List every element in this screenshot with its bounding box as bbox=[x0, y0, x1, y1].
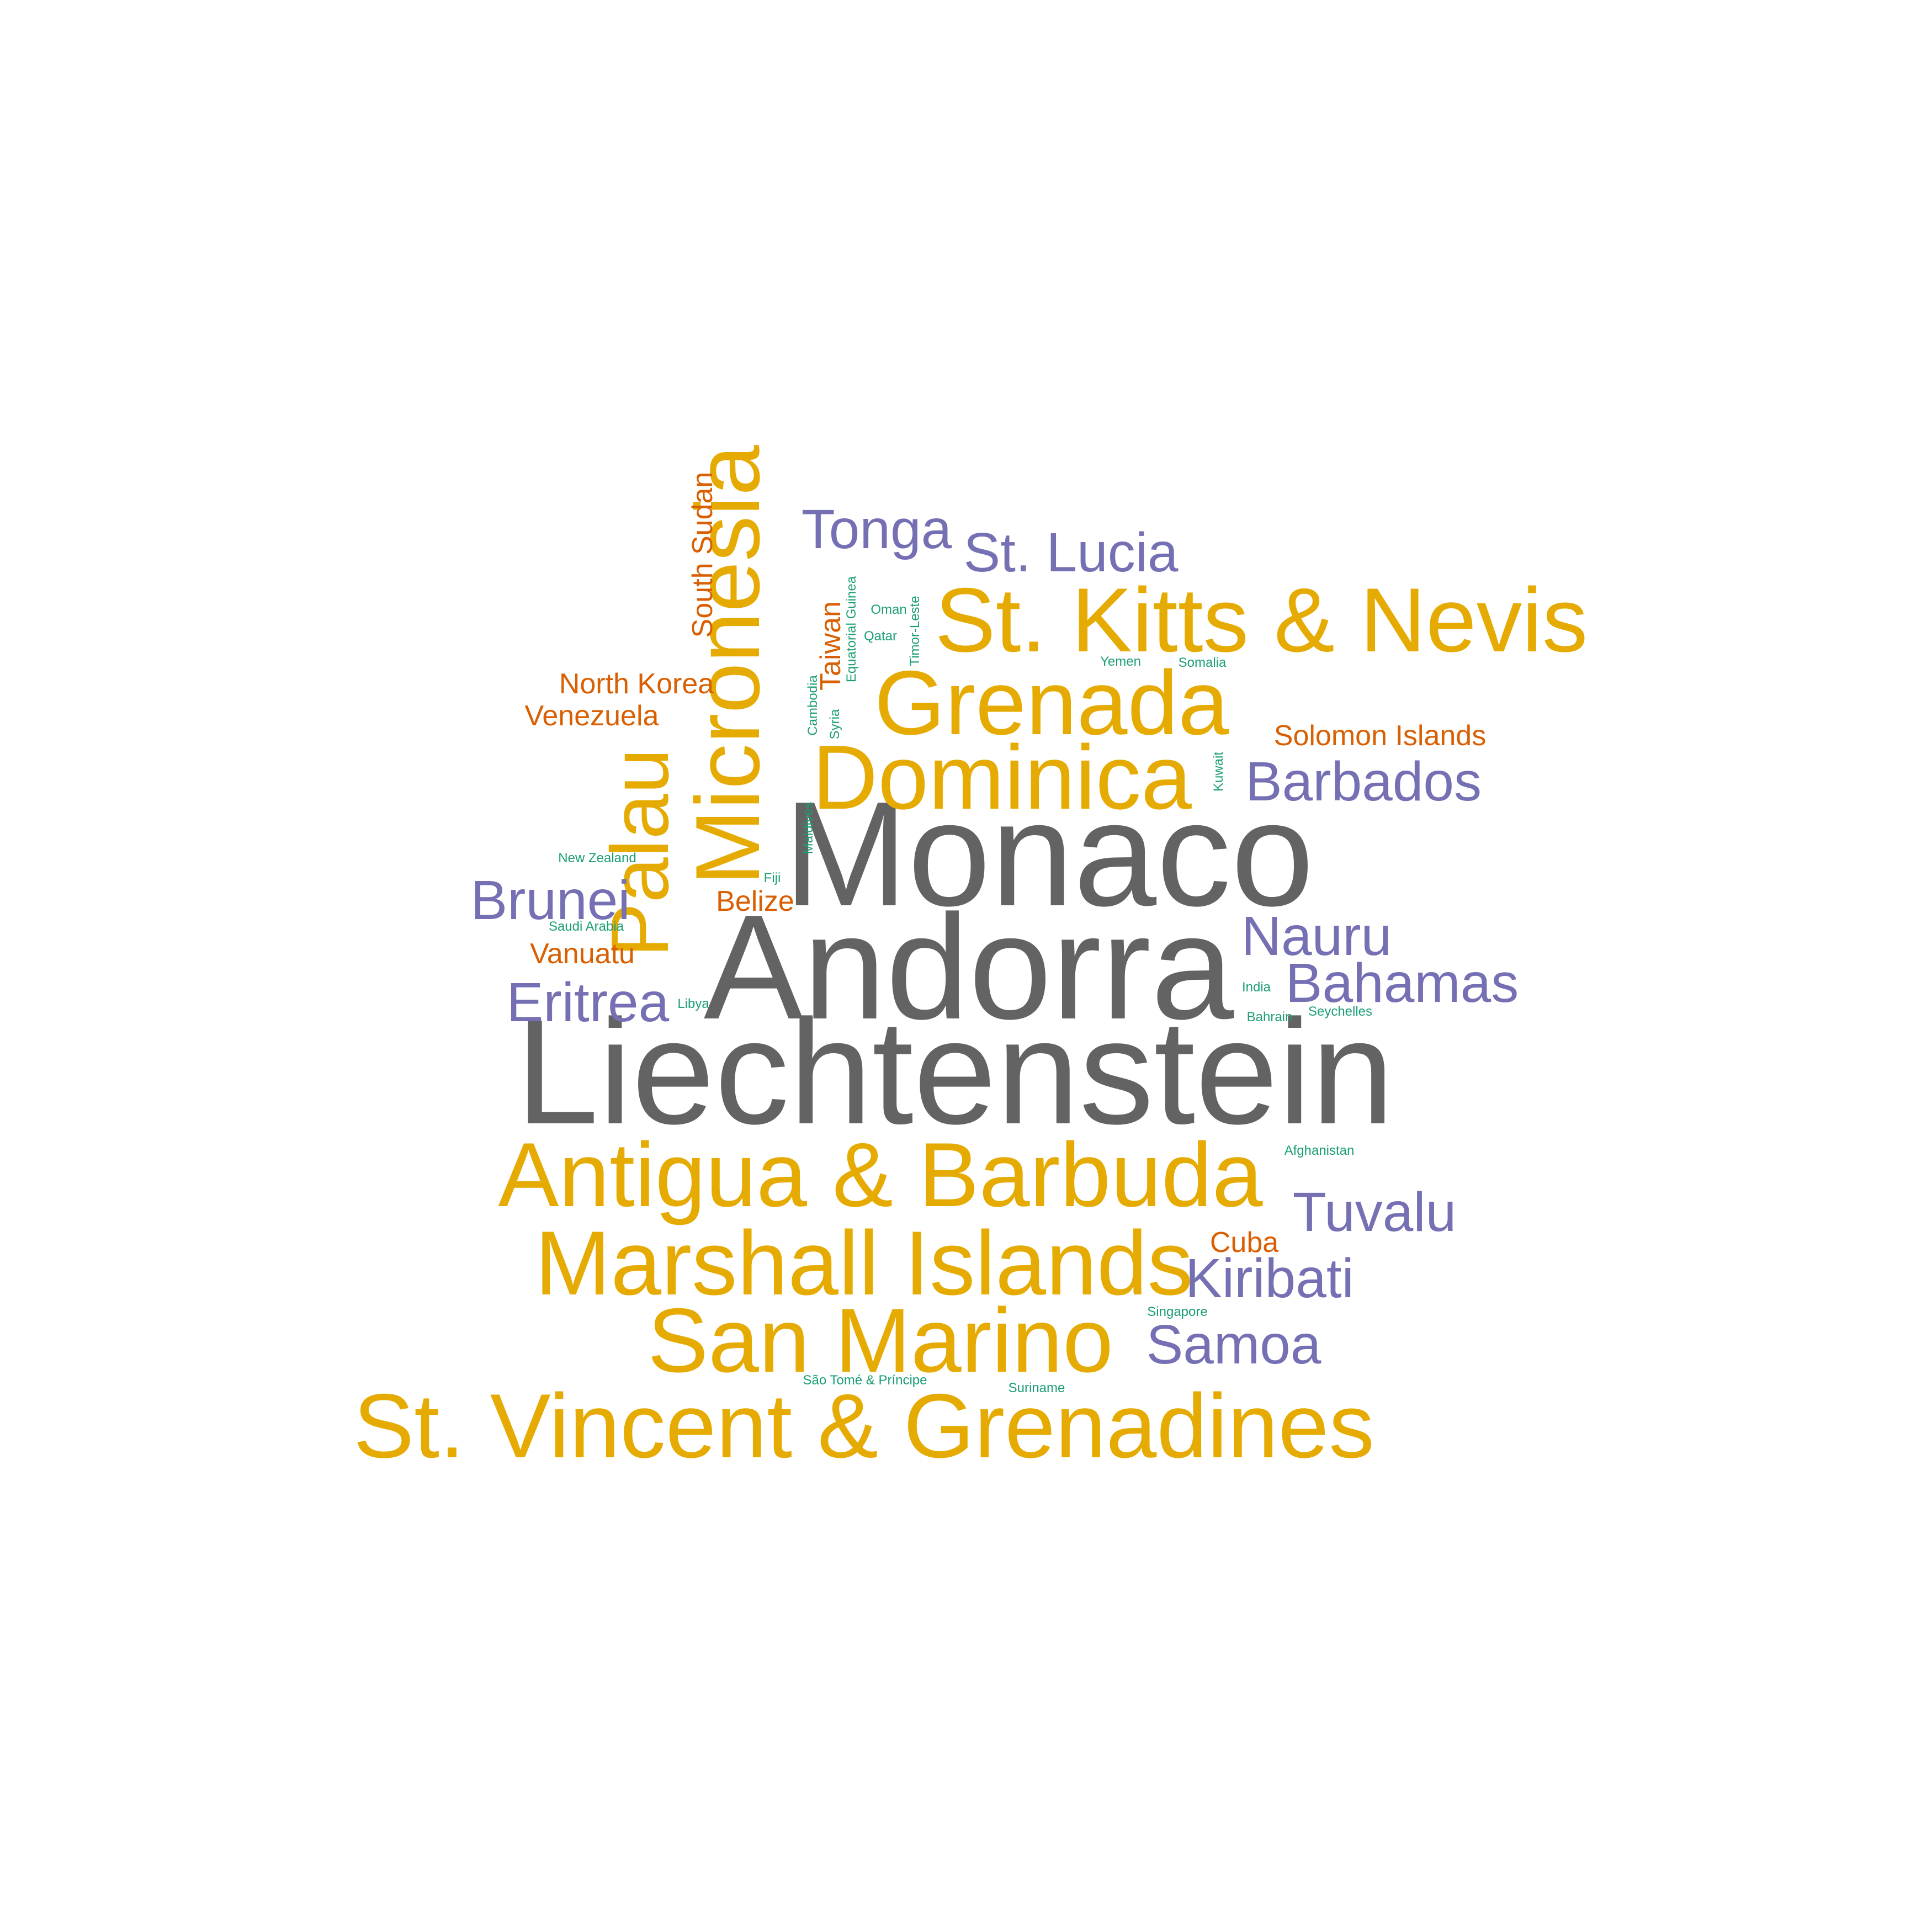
word-andorra: Andorra bbox=[704, 884, 1235, 1050]
word-dominica: Dominica bbox=[812, 726, 1192, 828]
word-qatar: Qatar bbox=[864, 629, 897, 644]
word-seychelles: Seychelles bbox=[1308, 1004, 1372, 1019]
word-grenada: Grenada bbox=[874, 652, 1229, 753]
word-fiji: Fiji bbox=[764, 871, 781, 885]
word-timor-leste: Timor-Leste bbox=[907, 596, 922, 666]
word-bahamas: Bahamas bbox=[1286, 952, 1519, 1014]
word-syria: Syria bbox=[827, 709, 842, 739]
word-liechtenstein: Liechtenstein bbox=[516, 989, 1394, 1155]
word-taiwan: Taiwan bbox=[815, 601, 847, 691]
word-st-lucia: St. Lucia bbox=[963, 522, 1178, 583]
word-cuba: Cuba bbox=[1210, 1227, 1278, 1259]
word-equatorial-guinea: Equatorial Guinea bbox=[844, 576, 859, 682]
word-afghanistan: Afghanistan bbox=[1285, 1143, 1355, 1158]
word-palau: Palau bbox=[595, 749, 686, 958]
word-maldives: Maldives bbox=[801, 802, 816, 854]
word-kiribati: Kiribati bbox=[1185, 1248, 1354, 1309]
word-antigua-barbuda: Antigua & Barbuda bbox=[498, 1124, 1262, 1225]
word-marshall-islands: Marshall Islands bbox=[535, 1212, 1193, 1314]
word-new-zealand: New Zealand bbox=[558, 851, 636, 866]
word-bahrain: Bahrain bbox=[1247, 1010, 1293, 1025]
word-suriname: Suriname bbox=[1009, 1381, 1065, 1395]
word-tonga: Tonga bbox=[802, 498, 952, 560]
word-samoa: Samoa bbox=[1147, 1314, 1321, 1376]
word-north-korea: North Korea bbox=[559, 668, 714, 700]
word-san-marino: San Marino bbox=[647, 1289, 1113, 1391]
word-venezuela: Venezuela bbox=[525, 700, 659, 732]
word-libya: Libya bbox=[677, 996, 709, 1011]
word-oman: Oman bbox=[871, 602, 906, 617]
word-yemen: Yemen bbox=[1100, 654, 1141, 669]
word-nauru: Nauru bbox=[1241, 905, 1392, 967]
word-saudi-arabia: Saudi Arabia bbox=[549, 919, 624, 934]
word-monaco: Monaco bbox=[784, 771, 1314, 937]
word-kuwait: Kuwait bbox=[1211, 752, 1226, 792]
word-eritrea: Eritrea bbox=[507, 972, 670, 1033]
word-brunei: Brunei bbox=[470, 869, 630, 931]
word-tuvalu: Tuvalu bbox=[1293, 1181, 1456, 1243]
word-st-kitts-nevis: St. Kitts & Nevis bbox=[935, 569, 1588, 671]
word-micronesia: Micronesia bbox=[677, 445, 778, 885]
word-cambodia: Cambodia bbox=[805, 675, 820, 736]
word-india: India bbox=[1242, 980, 1271, 995]
word-somalia: Somalia bbox=[1179, 655, 1227, 670]
word-barbados: Barbados bbox=[1245, 751, 1482, 813]
word-st-vincent-grenadines: St. Vincent & Grenadines bbox=[353, 1375, 1374, 1477]
word-south-sudan: South Sudan bbox=[687, 472, 719, 638]
word-sao-tome-principe: São Tomé & Príncipe bbox=[803, 1373, 927, 1388]
word-vanuatu: Vanuatu bbox=[530, 938, 635, 970]
word-belize: Belize bbox=[716, 885, 794, 917]
word-solomon-islands: Solomon Islands bbox=[1274, 720, 1486, 752]
word-singapore: Singapore bbox=[1147, 1304, 1207, 1319]
